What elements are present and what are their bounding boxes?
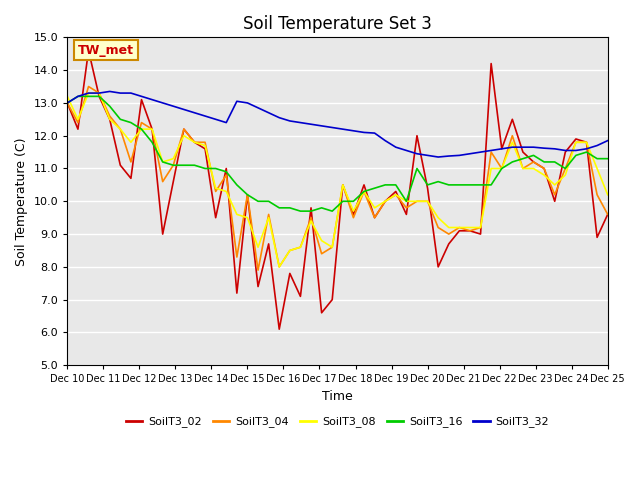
SoilT3_04 [254,267,262,273]
SoilT3_16 [63,100,71,106]
SoilT3_08 [339,182,347,188]
SoilT3_08 [116,126,124,132]
X-axis label: Time: Time [322,390,353,403]
SoilT3_04 [275,264,283,270]
SoilT3_32 [265,110,273,116]
SoilT3_32 [116,90,124,96]
SoilT3_02 [371,215,378,221]
SoilT3_04 [604,212,612,217]
SoilT3_04 [63,100,71,106]
SoilT3_08 [371,205,378,211]
SoilT3_04 [339,182,347,188]
SoilT3_32 [424,153,431,158]
SoilT3_32 [435,154,442,160]
SoilT3_02 [413,133,421,139]
SoilT3_16 [339,198,347,204]
SoilT3_02 [63,100,71,106]
SoilT3_02 [435,264,442,270]
SoilT3_04 [84,84,92,89]
SoilT3_16 [265,198,273,204]
SoilT3_16 [413,166,421,171]
Legend: SoilT3_02, SoilT3_04, SoilT3_08, SoilT3_16, SoilT3_32: SoilT3_02, SoilT3_04, SoilT3_08, SoilT3_… [122,412,554,432]
SoilT3_16 [371,185,378,191]
SoilT3_08 [63,94,71,99]
Line: SoilT3_04: SoilT3_04 [67,86,608,270]
SoilT3_32 [328,125,336,131]
Line: SoilT3_16: SoilT3_16 [67,96,608,211]
SoilT3_08 [413,198,421,204]
SoilT3_04 [435,225,442,230]
SoilT3_32 [360,130,368,135]
SoilT3_08 [604,192,612,198]
SoilT3_08 [435,215,442,221]
SoilT3_02 [265,241,273,247]
SoilT3_02 [339,182,347,188]
Line: SoilT3_32: SoilT3_32 [67,91,608,157]
Text: TW_met: TW_met [78,44,134,57]
SoilT3_08 [275,264,283,270]
SoilT3_16 [296,208,304,214]
SoilT3_02 [84,48,92,53]
SoilT3_04 [371,215,378,221]
SoilT3_08 [84,90,92,96]
SoilT3_16 [604,156,612,162]
Title: Soil Temperature Set 3: Soil Temperature Set 3 [243,15,432,33]
SoilT3_32 [106,88,113,94]
SoilT3_32 [403,147,410,153]
Line: SoilT3_08: SoilT3_08 [67,93,608,267]
SoilT3_32 [63,100,71,106]
Y-axis label: Soil Temperature (C): Soil Temperature (C) [15,137,28,265]
Line: SoilT3_02: SoilT3_02 [67,50,608,329]
SoilT3_04 [116,126,124,132]
SoilT3_08 [265,215,273,221]
SoilT3_02 [275,326,283,332]
SoilT3_16 [74,94,82,99]
SoilT3_04 [413,198,421,204]
SoilT3_02 [604,212,612,217]
SoilT3_32 [604,138,612,144]
SoilT3_16 [116,117,124,122]
SoilT3_16 [435,179,442,184]
SoilT3_02 [116,162,124,168]
